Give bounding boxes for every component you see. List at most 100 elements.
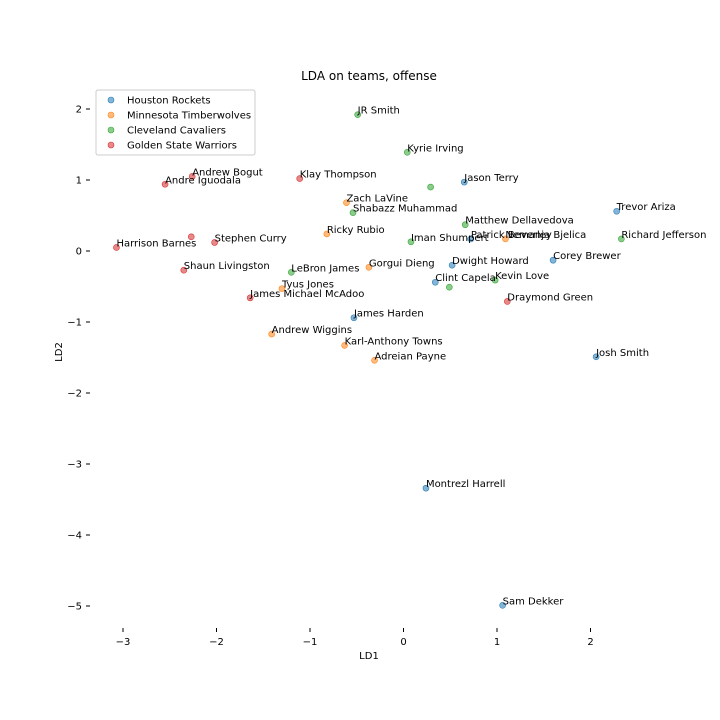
y-tick-label: −5 <box>67 602 82 613</box>
legend-marker <box>107 141 115 149</box>
x-tick-label: 2 <box>587 637 593 648</box>
point-label: Shabazz Muhammad <box>353 204 457 215</box>
data-point <box>161 180 169 188</box>
y-axis-label: LD2 <box>54 342 65 362</box>
point-label: Dwight Howard <box>452 256 529 267</box>
legend-marker <box>107 96 115 104</box>
point-label: JR Smith <box>357 106 400 117</box>
point-label: Clint Capela <box>435 273 496 284</box>
data-point <box>287 268 295 276</box>
x-axis-ticks: −3 −2 −1 0 1 2 <box>116 628 594 648</box>
point-label: Shaun Livingston <box>184 261 270 272</box>
data-point <box>499 601 506 609</box>
data-point <box>461 221 469 229</box>
point-label: Sam Dekker <box>503 596 565 607</box>
point-label: Andrew Bogut <box>192 167 263 178</box>
y-tick-label: 0 <box>76 247 82 258</box>
data-point <box>592 353 600 361</box>
x-tick-label: −3 <box>116 637 131 648</box>
point-label: Patrick Beverley <box>471 230 552 241</box>
point-label: Josh Smith <box>595 348 649 359</box>
data-point <box>446 283 453 291</box>
data-point <box>467 235 475 243</box>
point-label: Adreian Payne <box>375 351 447 362</box>
point-label: Jason Terry <box>463 173 519 184</box>
point-label: Tyus Jones <box>281 280 334 291</box>
y-tick-label: 2 <box>76 105 82 116</box>
x-tick-label: −1 <box>303 637 318 648</box>
legend-marker <box>107 126 115 134</box>
data-point <box>613 207 620 215</box>
x-tick-label: 1 <box>494 637 500 648</box>
legend-box <box>95 89 256 156</box>
point-label: Andre Iguodala <box>165 175 241 186</box>
legend-entry: Golden State Warriors <box>127 141 237 152</box>
legend-entry: Cleveland Cavaliers <box>127 126 226 137</box>
data-point <box>113 244 120 251</box>
data-point <box>187 233 195 241</box>
data-point <box>618 235 625 243</box>
x-tick-label: 0 <box>400 637 406 648</box>
data-point <box>349 209 357 216</box>
point-label: Richard Jefferson <box>621 230 706 241</box>
point-label: James Harden <box>353 309 424 320</box>
data-point <box>427 183 434 191</box>
data-point <box>365 264 373 271</box>
data-point <box>448 261 456 269</box>
data-point <box>323 230 331 238</box>
y-tick-label: 1 <box>76 176 82 187</box>
point-label: James Michael McAdoo <box>249 289 364 300</box>
data-point <box>431 278 439 286</box>
y-axis-ticks: 2 1 0 −1 −2 −3 −4 −5 <box>67 105 90 613</box>
point-label: Iman Shumpert <box>411 233 489 244</box>
data-point <box>188 173 196 180</box>
y-tick-label: −2 <box>67 389 82 400</box>
data-point <box>180 266 188 274</box>
point-label: Andrew Wiggins <box>272 325 352 336</box>
point-label: Matthew Dellavedova <box>465 216 574 227</box>
data-point <box>350 314 358 322</box>
legend-marker <box>107 111 115 119</box>
point-label: Corey Brewer <box>553 251 621 262</box>
scatter-points <box>113 111 625 609</box>
point-label: Kyrie Irving <box>407 143 463 154</box>
point-label: Nemanja Bjelica <box>505 230 586 241</box>
x-tick-label: −2 <box>209 637 224 648</box>
point-label: Draymond Green <box>507 292 593 303</box>
point-label: Zach LaVine <box>346 194 408 205</box>
data-point <box>296 175 304 182</box>
point-label: Klay Thompson <box>300 170 377 181</box>
data-point <box>246 294 254 302</box>
chart-title: LDA on teams, offense <box>301 69 437 83</box>
point-label: Stephen Curry <box>215 233 287 244</box>
legend-entry: Houston Rockets <box>127 96 211 107</box>
data-point <box>549 256 557 264</box>
point-label: Gorgui Dieng <box>369 258 435 269</box>
data-point <box>491 276 499 284</box>
legend: Houston Rockets Minnesota Timberwolves Cle… <box>95 89 256 156</box>
data-point <box>502 235 509 243</box>
data-point <box>407 238 415 246</box>
data-point <box>278 285 286 292</box>
y-tick-label: −4 <box>67 531 82 542</box>
data-point <box>371 357 378 364</box>
point-label: Trevor Ariza <box>616 202 676 213</box>
data-point <box>268 330 275 338</box>
data-point <box>211 239 218 246</box>
x-axis-label: LD1 <box>359 651 379 662</box>
data-point <box>343 199 350 207</box>
point-label: Karl-Anthony Towns <box>345 336 443 347</box>
point-label: Ricky Rubio <box>327 225 385 236</box>
point-label: Kevin Love <box>495 271 549 282</box>
point-label: LeBron James <box>291 263 359 274</box>
point-label: Harrison Barnes <box>116 238 196 249</box>
point-label: Montrezl Harrell <box>426 479 505 490</box>
data-point <box>341 342 348 349</box>
data-point <box>460 178 468 186</box>
y-tick-label: −1 <box>67 318 82 329</box>
y-tick-label: −3 <box>67 460 82 471</box>
data-point <box>503 298 511 305</box>
data-point <box>354 111 361 118</box>
